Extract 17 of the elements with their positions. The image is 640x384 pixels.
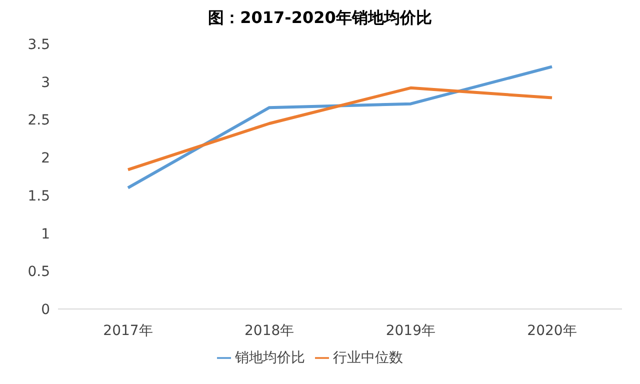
y-tick-label: 2.5	[28, 112, 50, 129]
x-tick-label: 2020年	[527, 322, 577, 339]
y-tick-label: 1.5	[28, 188, 50, 204]
y-tick-label: 2	[41, 150, 50, 167]
line-series	[126, 86, 554, 172]
x-tick-label: 2017年	[103, 322, 153, 339]
y-tick-label: 3.5	[28, 36, 50, 53]
line-series	[126, 65, 554, 190]
y-tick-label: 1	[41, 226, 50, 242]
legend-label: 行业中位数	[333, 350, 403, 366]
x-tick-label: 2019年	[386, 322, 436, 339]
y-tick-label: 0.5	[28, 264, 50, 280]
legend-label: 销地均价比	[235, 350, 305, 366]
y-tick-label: 3	[41, 74, 50, 91]
chart-title: 图：2017-2020年销地均价比	[207, 8, 433, 29]
y-tick-label: 0	[41, 302, 50, 318]
x-tick-label: 2018年	[244, 322, 294, 339]
